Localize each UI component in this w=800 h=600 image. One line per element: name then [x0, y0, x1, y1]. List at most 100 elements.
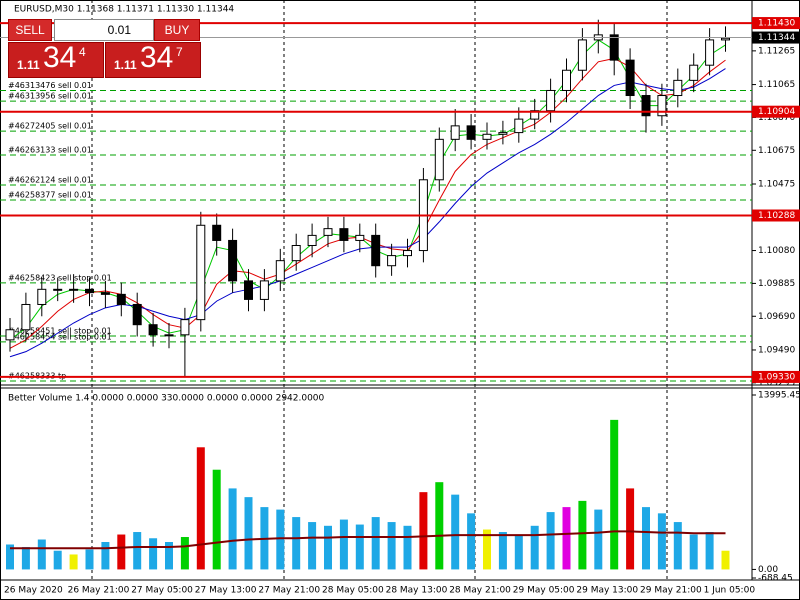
- volume-bar: [498, 532, 507, 570]
- buy-price[interactable]: 1.11 34 7: [105, 41, 201, 78]
- lot-input[interactable]: 0.01: [54, 19, 154, 41]
- y-tick-label: 1.09885: [758, 279, 795, 289]
- volume-bar: [657, 513, 666, 570]
- volume-bar: [546, 512, 555, 570]
- candle-body: [259, 280, 269, 300]
- candle-body: [403, 250, 412, 257]
- volume-bar: [642, 507, 650, 570]
- candle-body: [562, 69, 571, 91]
- volume-bar: [117, 534, 126, 570]
- volume-bar: [387, 522, 396, 570]
- candle-body: [5, 329, 15, 341]
- moving-average: [9, 57, 726, 349]
- volume-bar: [149, 538, 158, 570]
- candle-body: [450, 125, 460, 140]
- price-big: 1.11: [17, 58, 40, 72]
- symbol-info: EURUSD,M30 1.11368 1.11371 1.11330 1.113…: [14, 5, 234, 15]
- sell-price[interactable]: 1.11 34 4: [8, 41, 104, 78]
- volume-bar: [467, 513, 476, 570]
- candle-body: [180, 319, 190, 336]
- lot-value: 0.01: [107, 23, 131, 37]
- volume-bar: [244, 497, 253, 570]
- price-big: 1.11: [114, 58, 137, 72]
- order-label: #46258423 sell stop 0.01: [8, 273, 112, 282]
- volume-bar: [626, 488, 635, 570]
- y-tick-label: 1.09295: [758, 378, 795, 388]
- order-label: #46262124 sell 0.01: [8, 176, 92, 185]
- candle-body: [53, 288, 63, 291]
- price-small: 7: [176, 45, 183, 59]
- volume-bar: [705, 532, 714, 570]
- volume-bar: [324, 525, 332, 570]
- volume-bar: [21, 546, 30, 570]
- volume-bar: [292, 517, 301, 570]
- price-small: 4: [79, 45, 86, 59]
- candle-body: [657, 95, 667, 117]
- candle-body: [69, 288, 79, 291]
- candle-body: [148, 324, 158, 336]
- candle-body: [132, 303, 142, 326]
- candle-body: [514, 118, 524, 134]
- x-tick-label: 28 May 05:00: [322, 586, 384, 596]
- y-tick-label: 1.09490: [758, 345, 795, 355]
- candle-body: [577, 39, 587, 71]
- candle-body: [387, 255, 397, 267]
- volume-bar: [419, 492, 428, 570]
- sell-button[interactable]: SELL: [8, 19, 52, 41]
- x-tick-label: 26 May 21:00: [68, 586, 130, 596]
- candle-body: [244, 280, 253, 300]
- volume-bar: [530, 525, 539, 570]
- order-label: #46258454 sell stop 0.01: [8, 332, 112, 341]
- x-tick-label: 29 May 05:00: [513, 586, 575, 596]
- x-tick-label: 27 May 05:00: [131, 586, 193, 596]
- volume-bar: [69, 554, 78, 570]
- volume-bar: [212, 469, 221, 570]
- candle-body: [466, 125, 476, 140]
- level-tag: [752, 370, 800, 383]
- buy-button[interactable]: BUY: [154, 19, 200, 41]
- candle-body: [641, 95, 651, 117]
- order-label: #46263133 sell 0.01: [8, 146, 92, 155]
- candle-body: [371, 234, 381, 267]
- candle-body: [212, 224, 222, 241]
- volume-bar: [133, 532, 142, 570]
- volume-bar: [180, 537, 189, 570]
- y-tick-label: 1.10675: [758, 146, 795, 156]
- volume-bar: [514, 534, 523, 570]
- candle-body: [625, 59, 635, 97]
- y-tick-label: 0.00: [758, 565, 778, 575]
- candle-body: [530, 110, 540, 120]
- volume-bar: [673, 522, 682, 570]
- candle-body: [434, 138, 444, 181]
- candle-body: [275, 260, 285, 282]
- candle-body: [721, 37, 730, 41]
- y-tick-label: 13995.45: [758, 391, 800, 401]
- x-tick-label: 28 May 13:00: [386, 586, 448, 596]
- y-tick-label: 1.10475: [758, 179, 795, 189]
- current-price-label: 1.11344: [758, 33, 795, 43]
- price-main: 34: [43, 41, 77, 74]
- candle-body: [291, 244, 301, 262]
- x-tick-label: 1 Jun 05:00: [704, 586, 756, 596]
- candle-body: [228, 239, 238, 282]
- volume-bar: [578, 500, 587, 570]
- x-tick-label: 26 May 2020: [4, 586, 63, 596]
- candle-body: [21, 303, 31, 331]
- volume-bar: [403, 525, 412, 570]
- trade-panel: SELL 0.01 BUY 1.11 34 4 1.11 34 7: [8, 19, 201, 78]
- y-tick-label: 1.11265: [758, 46, 795, 56]
- volume-bar: [355, 524, 364, 570]
- volume-bar: [339, 519, 348, 570]
- candle-body: [37, 288, 47, 305]
- volume-bar: [435, 482, 444, 570]
- level-tag: [752, 209, 800, 222]
- candle-body: [609, 34, 619, 61]
- order-label: #46313956 sell 0.01: [8, 92, 92, 101]
- candle-body: [307, 234, 317, 246]
- level-label: 1.10904: [758, 107, 795, 117]
- level-label: 1.10288: [758, 211, 795, 221]
- volume-bar: [53, 550, 62, 570]
- y-tick-label: 1.10080: [758, 246, 795, 256]
- volume-bar: [276, 509, 285, 570]
